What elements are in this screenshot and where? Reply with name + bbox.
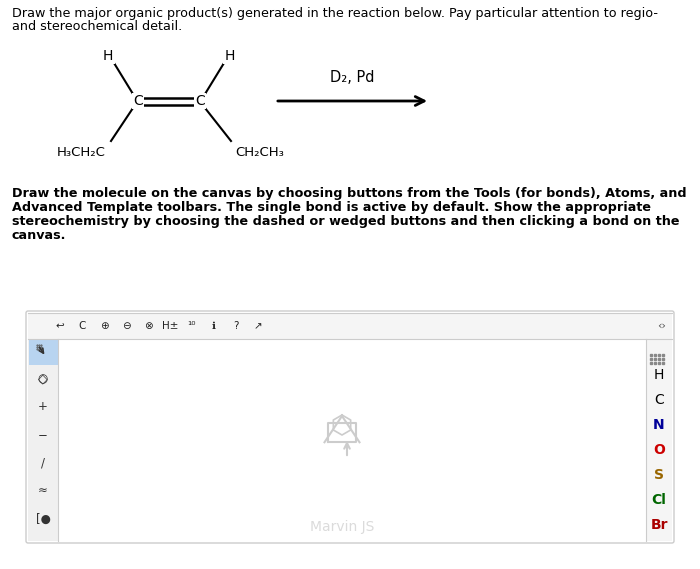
Text: N: N [653,418,665,432]
Text: H±: H± [162,321,178,331]
Text: S: S [654,468,664,482]
Bar [58,339,646,541]
Text: ⊖: ⊖ [122,321,130,331]
Text: C: C [78,321,85,331]
Text: H₃CH₂C: H₃CH₂C [57,146,106,159]
Text: −: − [38,428,48,442]
Text: ◇: ◇ [38,373,48,386]
Text: ℹ: ℹ [212,321,216,331]
Text: ↗: ↗ [253,321,262,331]
Text: ‹›: ‹› [657,321,666,331]
Text: ⊕: ⊕ [99,321,108,331]
Bar [646,339,672,541]
Text: /: / [41,456,45,469]
Bar [29,339,58,365]
Text: ≈: ≈ [38,484,48,497]
Text: ○: ○ [38,373,48,386]
Text: C: C [195,94,205,108]
Text: H: H [103,49,113,63]
Text: [●: [● [36,513,50,526]
Text: O: O [653,443,665,457]
Text: Advanced Template toolbars. The single bond is active by default. Show the appro: Advanced Template toolbars. The single b… [12,201,651,214]
Text: ?: ? [233,321,239,331]
Text: Draw the major organic product(s) generated in the reaction below. Pay particula: Draw the major organic product(s) genera… [12,7,658,20]
Text: C: C [133,94,143,108]
Text: H: H [654,368,664,382]
Text: +: + [38,401,48,414]
Text: ↩: ↩ [55,321,64,331]
Text: Cl: Cl [652,493,666,507]
Bar [28,313,672,339]
Text: D₂, Pd: D₂, Pd [330,70,374,85]
Text: C: C [654,393,664,407]
Text: Marvin JS: Marvin JS [310,520,375,534]
Text: CH₂CH₃: CH₂CH₃ [236,146,284,159]
Text: Br: Br [650,518,668,532]
Text: ⊗: ⊗ [144,321,153,331]
Text: Draw the molecule on the canvas by choosing buttons from the Tools (for bonds), : Draw the molecule on the canvas by choos… [12,187,687,200]
Text: stereochemistry by choosing the dashed or wedged buttons and then clicking a bon: stereochemistry by choosing the dashed o… [12,215,680,228]
FancyBboxPatch shape [26,311,674,543]
Text: and stereochemical detail.: and stereochemical detail. [12,20,182,33]
Text: ¹⁰: ¹⁰ [188,321,196,331]
Text: H: H [225,49,235,63]
Bar [28,339,58,541]
Text: canvas.: canvas. [12,229,66,242]
